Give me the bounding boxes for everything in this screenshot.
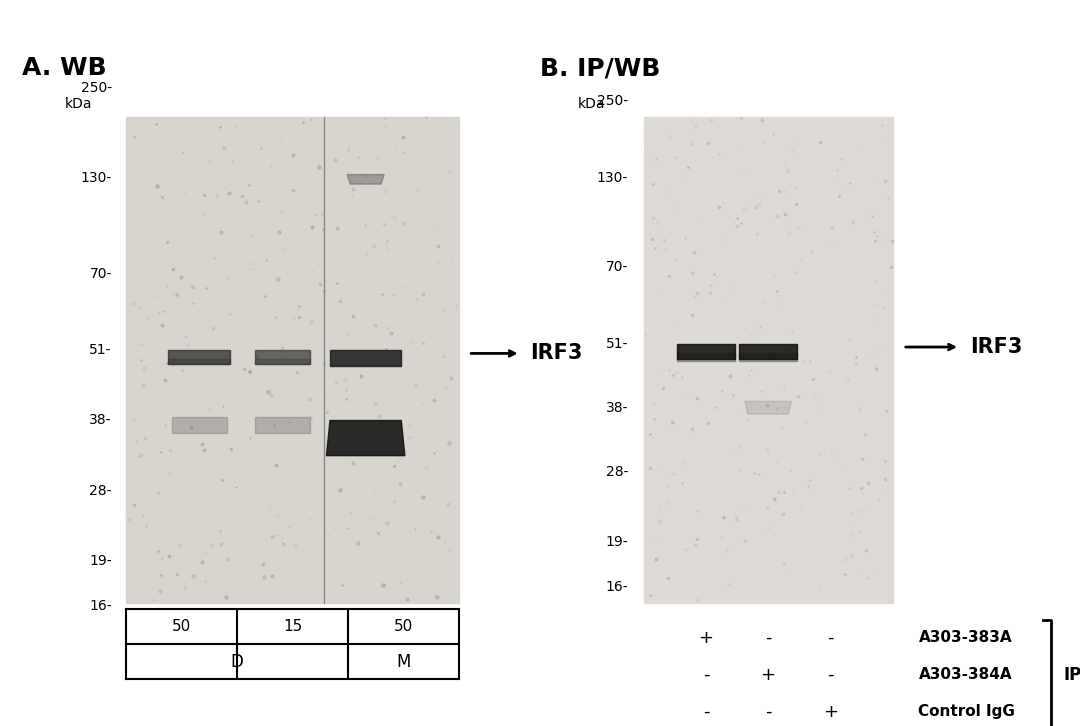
Polygon shape <box>677 344 734 359</box>
Text: 16-: 16- <box>606 579 629 594</box>
Text: 130-: 130- <box>81 171 112 184</box>
Text: -: - <box>827 629 834 647</box>
Polygon shape <box>326 420 405 456</box>
Text: kDa: kDa <box>65 97 93 110</box>
Text: 50: 50 <box>394 619 413 634</box>
Text: 19-: 19- <box>90 554 112 568</box>
Text: Control IgG: Control IgG <box>918 704 1015 719</box>
Text: +: + <box>699 629 714 647</box>
Text: 16-: 16- <box>90 599 112 613</box>
Text: D: D <box>231 653 243 671</box>
Text: 19-: 19- <box>606 535 629 549</box>
Text: 15: 15 <box>283 619 302 634</box>
Polygon shape <box>255 417 310 433</box>
Polygon shape <box>745 401 792 414</box>
Bar <box>644 117 892 603</box>
Text: -: - <box>765 703 771 721</box>
Text: 51-: 51- <box>606 337 629 351</box>
Text: IRF3: IRF3 <box>530 343 582 364</box>
Text: +: + <box>760 666 775 684</box>
Polygon shape <box>739 354 797 361</box>
Polygon shape <box>168 350 230 364</box>
Polygon shape <box>255 350 310 364</box>
Text: IP: IP <box>1064 666 1080 684</box>
Polygon shape <box>168 359 230 364</box>
Text: 28-: 28- <box>606 465 629 478</box>
Text: 51-: 51- <box>90 343 112 357</box>
Text: 70-: 70- <box>90 266 112 280</box>
Text: -: - <box>765 629 771 647</box>
Polygon shape <box>172 417 227 433</box>
Text: 38-: 38- <box>606 401 629 415</box>
Polygon shape <box>347 174 384 184</box>
Polygon shape <box>677 354 734 361</box>
Polygon shape <box>255 359 310 364</box>
Text: 28-: 28- <box>90 484 112 498</box>
Text: 250-: 250- <box>597 94 629 108</box>
Text: M: M <box>396 653 410 671</box>
Text: -: - <box>827 666 834 684</box>
Text: -: - <box>703 703 710 721</box>
Text: 250-: 250- <box>81 81 112 95</box>
Text: kDa: kDa <box>578 97 606 110</box>
Bar <box>126 117 459 603</box>
Text: A303-384A: A303-384A <box>918 667 1012 682</box>
Text: -: - <box>703 666 710 684</box>
Polygon shape <box>739 344 797 359</box>
Text: 130-: 130- <box>597 171 629 184</box>
Text: IRF3: IRF3 <box>970 337 1023 357</box>
Text: A. WB: A. WB <box>22 57 106 81</box>
Polygon shape <box>330 350 402 366</box>
Text: +: + <box>823 703 838 721</box>
Text: A303-383A: A303-383A <box>918 630 1012 645</box>
Text: 70-: 70- <box>606 260 629 274</box>
Text: 38-: 38- <box>90 414 112 428</box>
Text: B. IP/WB: B. IP/WB <box>540 57 660 81</box>
Text: 50: 50 <box>172 619 191 634</box>
